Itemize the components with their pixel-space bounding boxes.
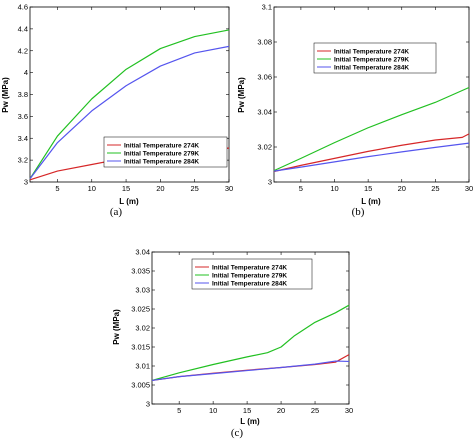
y-tick-label: 3.2 bbox=[18, 156, 28, 165]
x-tick-label: 20 bbox=[277, 406, 285, 415]
x-ticks-c: 5 10 15 20 25 30 bbox=[177, 252, 353, 415]
legend-label-c-3: Initial Temperature 284K bbox=[212, 281, 287, 288]
x-axis-label-a: L (m) bbox=[119, 197, 139, 206]
y-tick-label: 3.035 bbox=[131, 267, 150, 276]
series-line-3 bbox=[151, 360, 350, 382]
legend-label-b-1: Initial Temperature 274K bbox=[334, 49, 409, 56]
x-ticks-b: 5 10 15 20 25 30 bbox=[299, 7, 473, 193]
y-tick-label: 3 bbox=[24, 178, 28, 187]
y-ticks-a: 3 3.2 3.4 3.6 3.8 4 4.2 4.4 4.6 bbox=[18, 3, 229, 187]
y-tick-label: 3.04 bbox=[257, 108, 272, 117]
legend-box-a bbox=[103, 136, 228, 168]
series-line-3 bbox=[29, 45, 230, 180]
legend-label-c-1: Initial Temperature 274K bbox=[212, 265, 287, 272]
series-b bbox=[273, 86, 470, 173]
legend-label-b-2: Initial Temperature 279K bbox=[334, 57, 409, 64]
series-line-2 bbox=[151, 304, 350, 382]
x-tick-label: 5 bbox=[55, 184, 59, 193]
y-tick-label: 3.06 bbox=[257, 73, 272, 82]
y-ticks-b: 3 3.02 3.04 3.06 3.08 3.1 bbox=[257, 3, 469, 187]
x-tick-label: 20 bbox=[398, 184, 406, 193]
panel-label-c: (c) bbox=[231, 427, 244, 439]
x-tick-label: 15 bbox=[122, 184, 130, 193]
plot-frame-b bbox=[273, 6, 470, 183]
chart-panel-c: 5 10 15 20 25 30 3 3.005 3.01 3.015 3.02 3.025 3.03… bbox=[112, 248, 353, 440]
series-line-2 bbox=[273, 86, 470, 172]
series-line-1 bbox=[273, 133, 470, 173]
y-tick-label: 3.015 bbox=[131, 343, 150, 352]
y-tick-label: 3.1 bbox=[262, 3, 272, 12]
legend-box-c bbox=[191, 258, 313, 290]
panel-label-a: (a) bbox=[110, 206, 123, 218]
y-axis-label-a: Pw (MPa) bbox=[1, 77, 10, 113]
y-tick-label: 3.8 bbox=[18, 90, 28, 99]
y-axis-label-c: Pw (MPa) bbox=[112, 309, 121, 345]
x-tick-label: 10 bbox=[88, 184, 96, 193]
series-line-3 bbox=[273, 142, 470, 172]
x-tick-label: 30 bbox=[345, 406, 353, 415]
series-line-2 bbox=[29, 29, 230, 180]
series-c bbox=[151, 304, 350, 382]
y-tick-label: 3.04 bbox=[135, 248, 150, 257]
chart-panel-a: 5 10 15 20 25 30 3 3.2 3.4 3.6 3.8 4 4.2 4.4 4.6 L (m… bbox=[1, 3, 233, 219]
legend-box-b bbox=[313, 42, 437, 74]
y-tick-label: 3.01 bbox=[135, 362, 150, 371]
y-ticks-c: 3 3.005 3.01 3.015 3.02 3.025 3.03 3.035 3.04 bbox=[131, 248, 349, 409]
x-tick-label: 15 bbox=[364, 184, 372, 193]
y-tick-label: 4 bbox=[24, 68, 28, 77]
y-tick-label: 3 bbox=[146, 400, 150, 409]
y-axis-label-b: Pw (MPa) bbox=[237, 77, 246, 113]
y-tick-label: 3.03 bbox=[135, 286, 150, 295]
x-tick-label: 5 bbox=[299, 184, 303, 193]
x-tick-label: 30 bbox=[465, 184, 473, 193]
x-tick-label: 25 bbox=[311, 406, 319, 415]
x-tick-label: 25 bbox=[191, 184, 199, 193]
y-tick-label: 4.4 bbox=[18, 24, 28, 33]
y-tick-label: 3.4 bbox=[18, 134, 28, 143]
legend-label-a-3: Initial Temperature 284K bbox=[124, 159, 199, 166]
legend-a: Initial Temperature 274K Initial Tempera… bbox=[103, 136, 228, 168]
x-ticks-a: 5 10 15 20 25 30 bbox=[55, 7, 233, 193]
legend-label-a-2: Initial Temperature 279K bbox=[124, 151, 199, 158]
y-tick-label: 3.02 bbox=[135, 324, 150, 333]
x-tick-label: 5 bbox=[177, 406, 181, 415]
x-tick-label: 10 bbox=[330, 184, 338, 193]
y-tick-label: 4.6 bbox=[18, 3, 28, 12]
legend-b: Initial Temperature 274K Initial Tempera… bbox=[313, 42, 437, 74]
y-tick-label: 3 bbox=[268, 178, 272, 187]
x-tick-label: 15 bbox=[243, 406, 251, 415]
y-tick-label: 3.005 bbox=[131, 381, 150, 390]
panel-label-b: (b) bbox=[352, 206, 365, 218]
legend-label-b-3: Initial Temperature 284K bbox=[334, 65, 409, 72]
y-tick-label: 4.2 bbox=[18, 46, 28, 55]
y-tick-label: 3.02 bbox=[257, 143, 272, 152]
x-axis-label-b: L (m) bbox=[361, 197, 381, 206]
legend-label-c-2: Initial Temperature 279K bbox=[212, 273, 287, 280]
x-tick-label: 25 bbox=[431, 184, 439, 193]
chart-panel-b: 5 10 15 20 25 30 3 3.02 3.04 3.06 3.08 3.1 L (m) P… bbox=[237, 3, 473, 219]
x-tick-label: 20 bbox=[156, 184, 164, 193]
y-tick-label: 3.6 bbox=[18, 112, 28, 121]
x-tick-label: 10 bbox=[209, 406, 217, 415]
y-tick-label: 3.025 bbox=[131, 305, 150, 314]
y-tick-label: 3.08 bbox=[257, 38, 272, 47]
x-tick-label: 30 bbox=[225, 184, 233, 193]
x-axis-label-c: L (m) bbox=[240, 417, 260, 426]
legend-c: Initial Temperature 274K Initial Tempera… bbox=[191, 258, 313, 290]
legend-label-a-1: Initial Temperature 274K bbox=[124, 143, 199, 150]
